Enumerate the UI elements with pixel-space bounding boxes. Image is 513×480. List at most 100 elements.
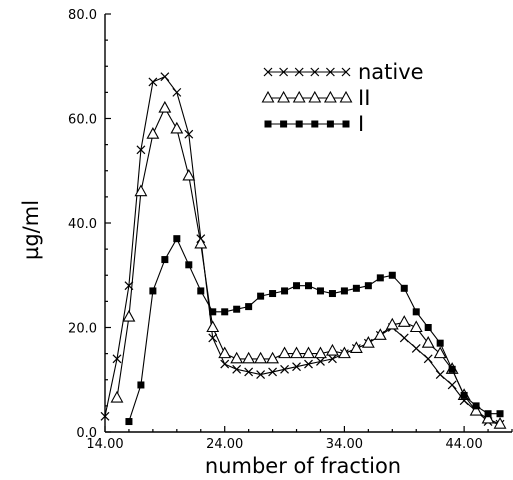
legend-item-ii: II	[261, 86, 370, 110]
x-axis-label: number of fraction	[205, 454, 401, 478]
data-point-i	[436, 339, 444, 347]
data-point-i	[412, 308, 420, 316]
data-point-ii	[290, 346, 303, 359]
series-layer	[100, 72, 507, 429]
data-point-ii	[421, 336, 435, 348]
legend-marker-ii	[339, 90, 353, 103]
data-point-ii	[110, 390, 124, 403]
data-point-native	[256, 370, 266, 379]
data-point-native	[411, 343, 421, 353]
data-point-i	[137, 381, 145, 389]
data-point-ii	[218, 346, 232, 359]
x-tick-label: 34.00	[326, 437, 363, 452]
data-point-native	[172, 87, 182, 97]
data-point-native	[435, 370, 445, 379]
legend-marker-i	[342, 120, 350, 128]
data-point-native	[423, 354, 433, 364]
data-point-i	[173, 235, 181, 243]
data-point-i	[400, 284, 408, 292]
data-point-ii	[254, 351, 268, 364]
data-point-native	[148, 77, 158, 87]
legend-marker-ii	[323, 90, 337, 103]
series-line-native	[104, 76, 501, 425]
data-point-native	[208, 333, 218, 343]
data-point-native	[292, 362, 301, 372]
legend-marker-native	[310, 67, 320, 77]
data-point-i	[484, 410, 492, 418]
x-tick-label: 44.00	[446, 437, 483, 452]
y-tick-label: 0.0	[76, 426, 97, 441]
ticks: 0.0 20.0 40.0 60.0 80.0 14.00 24.00 34.00 44.00	[68, 8, 513, 452]
data-point-i	[245, 303, 253, 311]
data-point-native	[112, 354, 122, 364]
legend-marker-ii	[277, 90, 291, 103]
data-point-i	[233, 305, 241, 313]
data-point-ii	[314, 346, 327, 359]
data-point-native	[316, 357, 325, 366]
data-point-i	[209, 308, 217, 316]
data-point-ii	[182, 168, 196, 181]
data-point-i	[293, 282, 301, 290]
data-point-native	[184, 129, 194, 139]
data-point-i	[388, 271, 396, 279]
data-point-native	[399, 333, 409, 343]
data-point-i	[340, 287, 348, 295]
data-point-i	[316, 287, 324, 295]
data-point-i	[185, 261, 193, 269]
x-tick-label: 14.00	[86, 437, 123, 452]
data-point-i	[328, 290, 336, 298]
data-point-i	[197, 287, 205, 295]
x-tick-label: 24.00	[206, 437, 243, 452]
data-point-ii	[361, 336, 375, 348]
data-point-i	[149, 287, 157, 295]
data-point-native	[160, 72, 170, 82]
series-ii	[110, 100, 507, 429]
data-point-i	[460, 391, 468, 399]
legend-marker-native	[294, 67, 304, 77]
data-point-ii	[242, 351, 256, 364]
data-point-i	[472, 402, 480, 410]
data-point-native	[100, 411, 110, 421]
data-point-i	[161, 256, 169, 264]
data-point-i	[376, 274, 384, 282]
legend-marker-native	[279, 67, 289, 77]
data-point-ii	[158, 100, 172, 113]
y-tick-label: 80.0	[68, 8, 97, 23]
data-point-i	[496, 410, 504, 418]
legend-marker-i	[311, 120, 319, 128]
data-point-ii	[397, 315, 411, 327]
series-line-i	[128, 237, 500, 422]
data-point-native	[280, 364, 289, 374]
data-point-ii	[146, 127, 160, 139]
data-point-ii	[493, 417, 507, 429]
data-point-i	[305, 282, 312, 290]
data-point-i	[257, 292, 265, 300]
data-point-ii	[302, 346, 315, 359]
data-point-ii	[134, 184, 148, 197]
legend-marker-i	[295, 120, 303, 128]
data-point-i	[352, 284, 360, 292]
data-point-ii	[170, 121, 184, 134]
data-point-ii	[433, 346, 447, 359]
legend-marker-ii	[308, 90, 322, 103]
series-i	[125, 235, 504, 426]
data-point-ii	[194, 236, 208, 249]
data-point-native	[232, 364, 242, 374]
data-point-native	[304, 359, 313, 369]
data-point-ii	[122, 309, 136, 322]
data-point-ii	[373, 328, 387, 340]
legend-marker-i	[326, 120, 334, 128]
legend-marker-native	[341, 67, 351, 77]
data-point-native	[268, 367, 278, 377]
legend-marker-ii	[292, 90, 306, 103]
data-point-ii	[409, 320, 423, 333]
data-point-ii	[349, 341, 363, 353]
legend-marker-native	[263, 67, 273, 77]
y-axis-label: µg/ml	[19, 200, 43, 260]
data-point-ii	[206, 320, 220, 333]
y-tick-label: 20.0	[68, 322, 97, 337]
legend-label-native: native	[358, 60, 424, 84]
data-point-ii	[481, 411, 495, 424]
